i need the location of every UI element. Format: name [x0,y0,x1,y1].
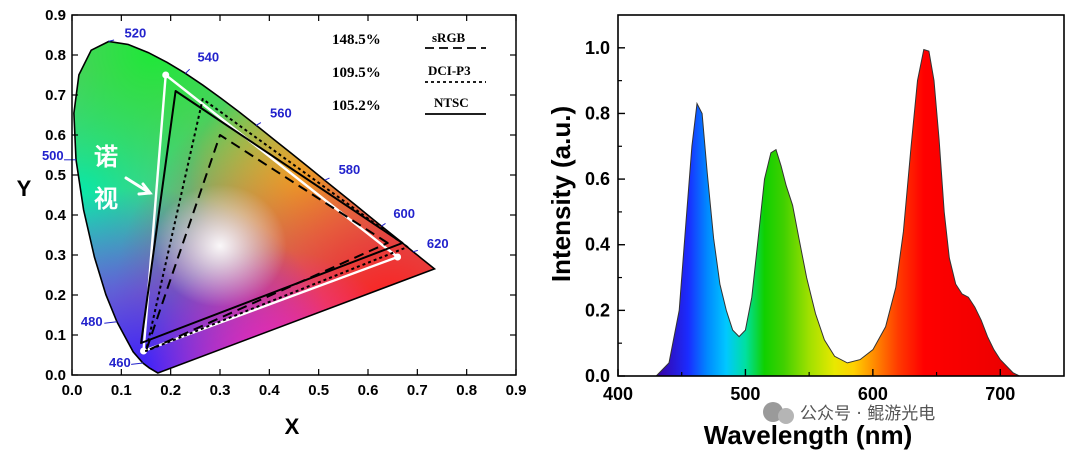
y-tick-label: 0.8 [45,47,66,64]
x-tick-label: 500 [730,384,760,404]
x-tick-label: 0.4 [259,382,281,399]
wavelength-label: 480 [81,314,103,329]
x-tick-label: 700 [985,384,1015,404]
legend-name-dcip3: DCI-P3 [428,63,471,78]
y-axis-label: Y [17,176,32,201]
gamut-triangles [140,71,409,355]
wavelength-tick [108,39,115,42]
legend-value-1: 148.5% [332,32,381,48]
y-tick-label: 0.1 [45,327,66,344]
wavelength-label: 520 [125,25,147,40]
wavelength-label: 500 [42,148,64,163]
wavelength-tick [131,362,144,365]
y-tick-label: 0.9 [45,7,66,24]
x-tick-label: 0.7 [407,382,428,399]
x-tick-label: 0.9 [506,382,527,399]
left-plot-frame [71,14,517,376]
wavelength-label: 540 [197,49,219,64]
cie-chart: 460 480 500 520 540 560 580 600 620 0.0 0.1 0.2 0.3… [17,7,527,439]
gamut-triangle-srgb [145,134,389,352]
watermark-text: 公众号 · 鲲游光电 [800,404,935,424]
legend: 148.5% sRGB 109.5% DCI-P3 105.2% NTSC [332,30,486,115]
x-tick-label: 0.3 [210,382,231,399]
gamut-vertex [162,71,170,79]
white-point-glow [73,41,435,373]
x-tick-label: 0.0 [62,382,83,399]
right-axes: 400 500 600 700 0.0 0.2 0.4 0.6 0.8 1.0 [585,14,1065,404]
y-tick-label: 0.8 [585,103,610,123]
gamut-triangle-measured [142,73,399,353]
legend-name-ntsc: NTSC [434,95,469,110]
annotation-char-1: 诺 [94,143,118,171]
y-tick-label: 0.6 [45,127,66,144]
x-axis-label: X [285,414,300,439]
wavelength-label: 600 [393,206,415,221]
wechat-icon [763,402,783,422]
y-tick-label: 0.2 [585,300,610,320]
gamut-vertex [394,253,402,261]
y-tick-label: 0.3 [45,247,66,264]
gamut-color-fill [73,41,435,373]
wavelength-tick [324,177,330,181]
x-tick-label: 600 [858,384,888,404]
wavelength-labels: 460 480 500 520 540 560 580 600 620 [42,25,449,370]
wavelength-tick [185,68,191,74]
wavelength-label: 560 [270,105,292,120]
x-axis-label-right: Wavelength (nm) [704,420,912,450]
spectrum-gradient [656,49,1020,376]
y-tick-label: 0.5 [45,167,66,184]
wavelength-label: 580 [339,162,361,177]
left-axes: 0.0 0.1 0.2 0.3 0.4 0.5 0.6 0.7 0.8 0.9 0.0 0.1 0.2 0… [45,7,526,399]
y-tick-label: 0.0 [585,366,610,386]
y-axis-label-right: Intensity (a.u.) [546,106,576,282]
gamut-triangle-ntsc [140,90,404,344]
wechat-icon-2 [778,408,794,424]
wavelength-tick [412,249,418,253]
right-plot-frame [617,14,1065,377]
y-tick-label: 1.0 [585,38,610,58]
annotation-char-2: 视 [94,185,118,213]
legend-name-srgb: sRGB [432,30,466,45]
wavelength-tick [255,122,262,126]
gamut-triangle-dcip3 [145,98,409,352]
y-tick-label: 0.7 [45,87,66,104]
x-tick-label: 0.2 [160,382,181,399]
y-tick-label: 0.4 [585,235,610,255]
wavelength-tick [381,222,386,227]
wavelength-label: 620 [427,236,449,251]
x-tick-label: 0.6 [358,382,379,399]
x-tick-label: 400 [603,384,633,404]
y-tick-label: 0.2 [45,287,66,304]
legend-value-3: 105.2% [332,98,381,114]
wavelength-label: 460 [109,355,131,370]
x-tick-label: 0.8 [456,382,477,399]
spectrum-outline [655,48,1020,377]
y-tick-label: 0.4 [45,207,67,224]
annotation-arrow [124,176,153,196]
watermark: 公众号 · 鲲游光电 [763,402,935,424]
y-tick-label: 0.6 [585,169,610,189]
x-tick-label: 0.1 [111,382,132,399]
y-tick-label: 0.0 [45,367,66,384]
spectrum-fill [656,49,1020,376]
spectrum-chart: 400 500 600 700 0.0 0.2 0.4 0.6 0.8 1.0 Wavelengt… [546,14,1065,450]
x-tick-label: 0.5 [308,382,329,399]
wavelength-tick [104,321,117,324]
legend-value-2: 109.5% [332,65,381,81]
